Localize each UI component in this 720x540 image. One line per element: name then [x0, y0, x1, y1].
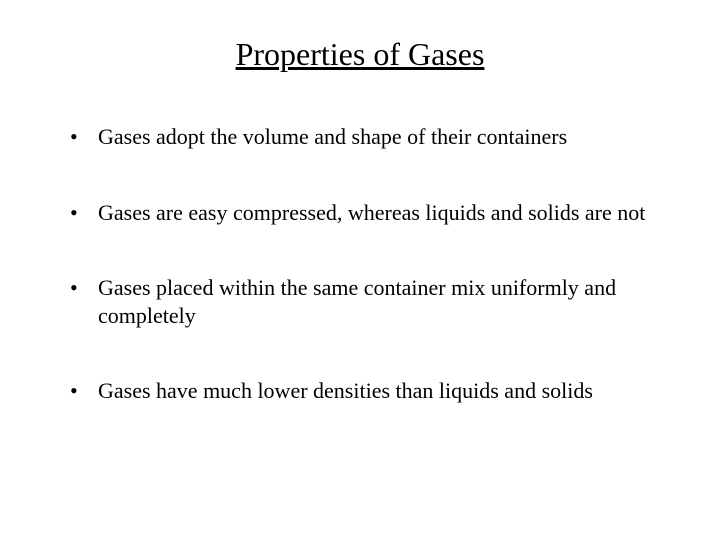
- bullet-item: Gases placed within the same container m…: [70, 274, 660, 329]
- slide: Properties of Gases Gases adopt the volu…: [0, 0, 720, 540]
- bullet-item: Gases are easy compressed, whereas liqui…: [70, 199, 660, 227]
- bullet-item: Gases adopt the volume and shape of thei…: [70, 123, 660, 151]
- slide-title: Properties of Gases: [50, 36, 670, 73]
- bullet-item: Gases have much lower densities than liq…: [70, 377, 660, 405]
- bullet-list: Gases adopt the volume and shape of thei…: [70, 123, 660, 405]
